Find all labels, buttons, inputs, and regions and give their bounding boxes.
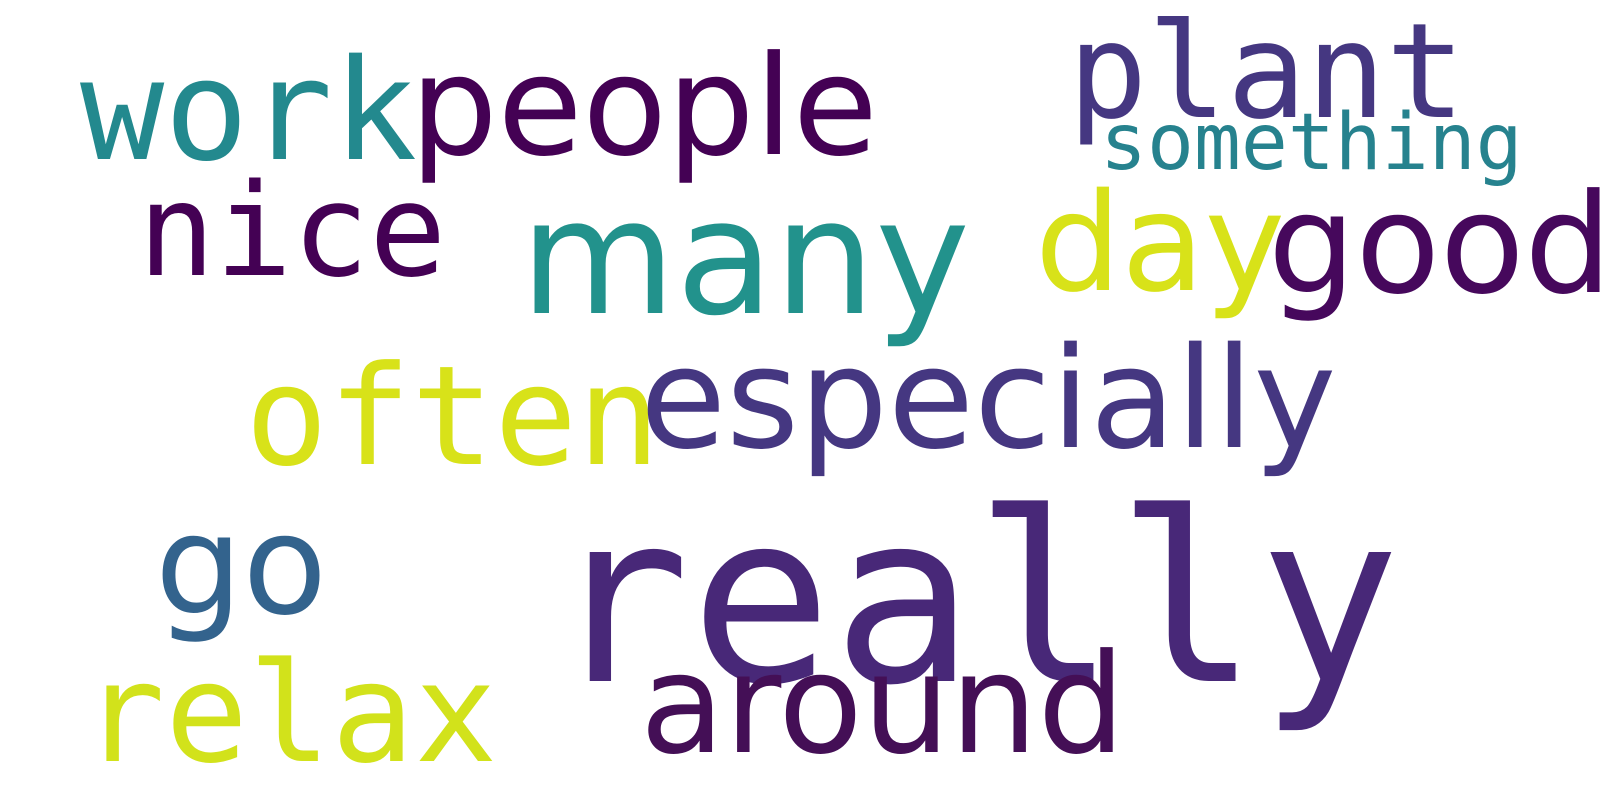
word-good: good: [1268, 164, 1600, 325]
word-really: really: [548, 462, 1401, 737]
word-many: many: [520, 164, 970, 351]
word-around: around: [640, 624, 1126, 785]
word-something: something: [1100, 98, 1523, 188]
word-day: day: [1035, 165, 1286, 323]
word-plant: plant: [1068, 0, 1466, 149]
word-especially: especially: [640, 318, 1337, 481]
word-people: people: [410, 26, 878, 187]
word-nice: nice: [138, 157, 447, 306]
word-go: go: [155, 485, 328, 646]
word-work: work: [80, 30, 418, 193]
word-often: often: [245, 336, 661, 497]
word-relax: relax: [82, 633, 498, 794]
